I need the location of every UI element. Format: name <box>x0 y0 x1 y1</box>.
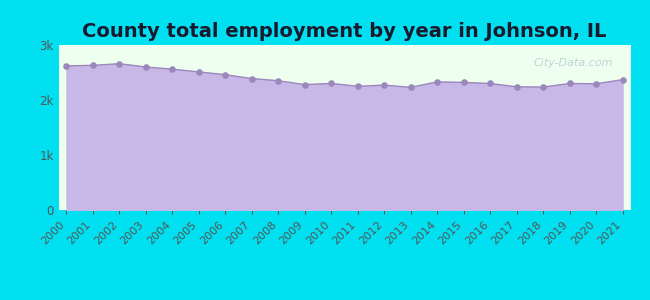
Point <box>458 80 469 85</box>
Point <box>220 72 231 77</box>
Point <box>61 64 72 68</box>
Point <box>246 76 257 81</box>
Point <box>379 83 389 88</box>
Text: City-Data.com: City-Data.com <box>534 58 614 68</box>
Point <box>273 78 283 83</box>
Point <box>512 84 522 89</box>
Point <box>352 84 363 89</box>
Point <box>485 81 495 86</box>
Title: County total employment by year in Johnson, IL: County total employment by year in Johns… <box>83 22 606 41</box>
Point <box>591 81 601 86</box>
Point <box>406 85 416 90</box>
Point <box>88 63 98 68</box>
Point <box>114 61 125 66</box>
Point <box>300 82 310 87</box>
Point <box>140 64 151 69</box>
Point <box>194 70 204 74</box>
Point <box>432 80 443 84</box>
Point <box>564 81 575 86</box>
Point <box>538 85 549 89</box>
Point <box>167 67 177 72</box>
Point <box>618 77 628 82</box>
Point <box>326 81 337 86</box>
